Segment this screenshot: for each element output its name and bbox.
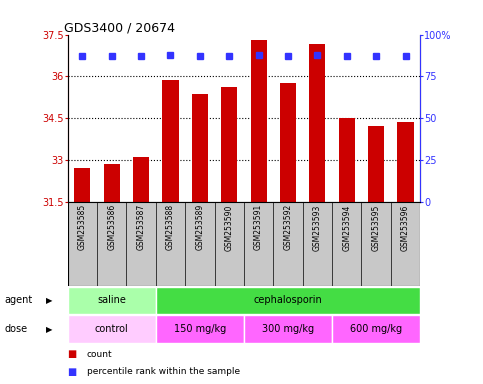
- Text: GSM253593: GSM253593: [313, 204, 322, 250]
- Bar: [368, 126, 384, 202]
- Bar: [251, 40, 267, 202]
- Text: GSM253590: GSM253590: [225, 204, 234, 250]
- Bar: [74, 168, 90, 202]
- Bar: [398, 122, 413, 202]
- Text: GSM253586: GSM253586: [107, 204, 116, 250]
- Bar: [244, 316, 332, 343]
- Text: ■: ■: [68, 366, 77, 377]
- Text: GSM253585: GSM253585: [78, 204, 87, 250]
- Text: GSM253587: GSM253587: [137, 204, 145, 250]
- Bar: [339, 118, 355, 202]
- Text: agent: agent: [5, 295, 33, 306]
- Bar: [162, 81, 179, 202]
- Text: percentile rank within the sample: percentile rank within the sample: [87, 367, 240, 376]
- Text: ■: ■: [68, 349, 77, 359]
- Text: dose: dose: [5, 324, 28, 334]
- Bar: [68, 316, 156, 343]
- Text: GSM253594: GSM253594: [342, 204, 351, 250]
- Text: ▶: ▶: [46, 296, 52, 305]
- Bar: [280, 83, 296, 202]
- Bar: [221, 88, 237, 202]
- Text: control: control: [95, 324, 128, 334]
- Bar: [156, 316, 244, 343]
- Text: 150 mg/kg: 150 mg/kg: [174, 324, 226, 334]
- Bar: [332, 316, 420, 343]
- Text: ▶: ▶: [46, 325, 52, 334]
- Bar: [156, 286, 420, 314]
- Text: saline: saline: [97, 295, 126, 306]
- Text: GSM253591: GSM253591: [254, 204, 263, 250]
- Text: GSM253596: GSM253596: [401, 204, 410, 250]
- Bar: [68, 286, 156, 314]
- Bar: [133, 157, 149, 202]
- Bar: [192, 94, 208, 202]
- Text: cephalosporin: cephalosporin: [254, 295, 322, 306]
- Text: GSM253595: GSM253595: [371, 204, 381, 250]
- Text: GSM253592: GSM253592: [284, 204, 293, 250]
- Bar: [104, 164, 120, 202]
- Text: 600 mg/kg: 600 mg/kg: [350, 324, 402, 334]
- Text: count: count: [87, 350, 113, 359]
- Text: GSM253588: GSM253588: [166, 204, 175, 250]
- Text: 300 mg/kg: 300 mg/kg: [262, 324, 314, 334]
- Bar: [309, 44, 326, 202]
- Text: GSM253589: GSM253589: [195, 204, 204, 250]
- Text: GDS3400 / 20674: GDS3400 / 20674: [64, 22, 175, 35]
